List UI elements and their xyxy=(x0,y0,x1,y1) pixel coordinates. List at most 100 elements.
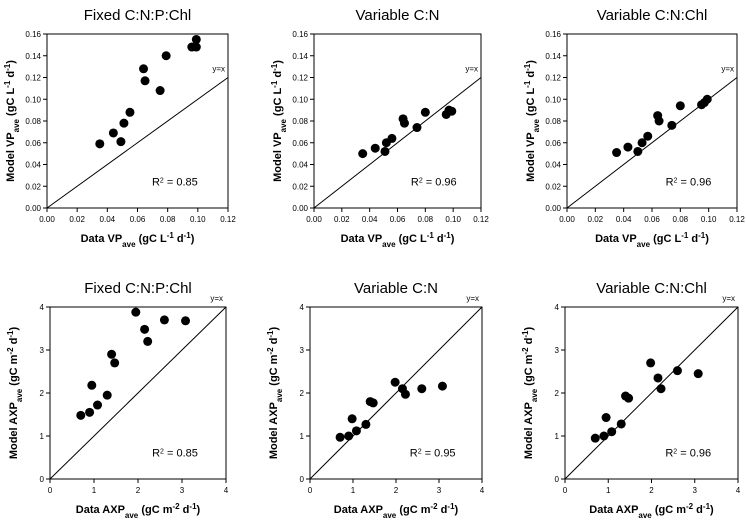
r-squared-label: R2 = 0.96 xyxy=(665,448,711,460)
y-tick-label: 1 xyxy=(555,432,560,441)
data-point xyxy=(633,146,643,156)
y-tick-label: 2 xyxy=(40,389,45,398)
data-point xyxy=(616,419,626,429)
data-point xyxy=(116,137,126,147)
identity-line-label: y=x xyxy=(721,65,734,74)
x-tick-label: 0.12 xyxy=(473,215,489,224)
y-tick-label: 1 xyxy=(40,432,45,441)
identity-line xyxy=(313,77,482,209)
panel-title: Fixed C:N:P:Chl xyxy=(84,280,192,297)
y-tick-label: 0.04 xyxy=(292,161,308,170)
data-point xyxy=(76,410,86,420)
data-point xyxy=(93,400,103,410)
y-tick-label: 0 xyxy=(40,475,45,484)
x-tick-label: 0.00 xyxy=(39,215,55,224)
y-axis-label: Model VPave (gC L-1 d-1) xyxy=(3,60,21,182)
y-tick-label: 0.14 xyxy=(25,52,41,61)
y-tick-label: 0.00 xyxy=(292,204,308,213)
y-tick-label: 0.16 xyxy=(292,30,308,39)
x-tick-label: 0.04 xyxy=(362,215,378,224)
x-tick-label: 2 xyxy=(649,486,654,495)
data-point xyxy=(368,398,378,408)
y-tick-label: 2 xyxy=(555,389,560,398)
data-point xyxy=(181,316,191,326)
data-point xyxy=(607,427,617,437)
r-squared-label: R2 = 0.96 xyxy=(666,176,712,188)
r-squared-label: R2 = 0.85 xyxy=(152,176,198,188)
x-tick-label: 0.06 xyxy=(644,215,660,224)
y-tick-label: 0.10 xyxy=(292,95,308,104)
identity-line-label: y=x xyxy=(210,294,223,303)
y-tick-label: 0.04 xyxy=(545,161,561,170)
x-axis-label: Data AXPave (gC m-2 d-1) xyxy=(589,502,714,520)
x-tick-label: 4 xyxy=(480,486,485,495)
data-point xyxy=(347,414,357,424)
y-tick-label: 4 xyxy=(40,303,45,312)
data-point xyxy=(672,366,682,376)
y-tick-label: 0.10 xyxy=(545,95,561,104)
data-point xyxy=(693,369,703,379)
data-point xyxy=(612,148,622,158)
x-tick-label: 0.02 xyxy=(69,215,85,224)
identity-line xyxy=(309,306,483,480)
x-axis-label: Data VPave (gC L-1 d-1) xyxy=(595,231,709,249)
data-point xyxy=(590,433,600,443)
x-tick-label: 0.10 xyxy=(445,215,461,224)
data-point xyxy=(656,384,666,394)
x-axis-label: Data VPave (gC L-1 d-1) xyxy=(81,231,195,249)
y-tick-label: 0.02 xyxy=(545,182,561,191)
panel-title: Variable C:N xyxy=(354,280,438,297)
x-tick-label: 3 xyxy=(693,486,698,495)
data-point xyxy=(108,128,118,138)
panel-title: Fixed C:N:P:Chl xyxy=(84,7,192,24)
data-point xyxy=(646,358,656,368)
data-point xyxy=(140,324,150,334)
x-tick-label: 0.10 xyxy=(190,215,206,224)
data-point xyxy=(131,307,141,317)
panel-title: Variable C:N:Chl xyxy=(597,7,708,24)
y-tick-label: 2 xyxy=(300,389,305,398)
x-tick-label: 0.10 xyxy=(701,215,717,224)
y-axis-label: Model VPave (gC L-1 d-1) xyxy=(270,60,288,182)
panel-title: Variable C:N:Chl xyxy=(596,280,707,297)
data-point xyxy=(390,377,400,387)
identity-line-label: y=x xyxy=(212,65,225,74)
y-tick-label: 0.10 xyxy=(25,95,41,104)
y-tick-label: 3 xyxy=(300,346,305,355)
data-point xyxy=(110,358,120,368)
x-tick-label: 0.02 xyxy=(588,215,604,224)
y-tick-label: 0.12 xyxy=(545,74,561,83)
panel-title: Variable C:N xyxy=(356,7,440,24)
identity-line xyxy=(49,306,227,480)
panel-5: Variable C:N 0 1 2 3 4 0 1 2 3 4 y=x R2 = 0.95 Data A… xyxy=(266,280,485,520)
y-axis-label: Model AXPave (gC m-2 d-1) xyxy=(266,327,284,460)
identity-line xyxy=(566,77,738,209)
data-point xyxy=(140,76,150,86)
data-point xyxy=(643,131,653,141)
y-tick-label: 4 xyxy=(300,303,305,312)
x-tick-label: 0.12 xyxy=(729,215,745,224)
data-point xyxy=(161,51,171,61)
data-point xyxy=(335,432,345,442)
y-tick-label: 0.04 xyxy=(25,161,41,170)
data-point xyxy=(380,146,390,156)
data-point xyxy=(155,86,165,96)
x-tick-label: 0.06 xyxy=(130,215,146,224)
r-squared-label: R2 = 0.85 xyxy=(152,448,198,460)
x-tick-label: 4 xyxy=(736,486,741,495)
data-point xyxy=(599,431,609,441)
y-tick-label: 0.08 xyxy=(545,117,561,126)
x-tick-label: 1 xyxy=(351,486,356,495)
data-point xyxy=(107,349,117,359)
data-point xyxy=(344,431,354,441)
y-tick-label: 0.02 xyxy=(292,182,308,191)
panel-2: Variable C:N 0.00 0.02 0.04 0.06 0.08 0.10 0.12… xyxy=(270,7,490,249)
data-point xyxy=(601,413,611,423)
y-tick-label: 3 xyxy=(555,346,560,355)
x-tick-label: 0.00 xyxy=(559,215,575,224)
y-tick-label: 0 xyxy=(300,475,305,484)
y-tick-label: 1 xyxy=(300,432,305,441)
r-squared-label: R2 = 0.95 xyxy=(410,448,456,460)
y-tick-label: 0.00 xyxy=(25,204,41,213)
